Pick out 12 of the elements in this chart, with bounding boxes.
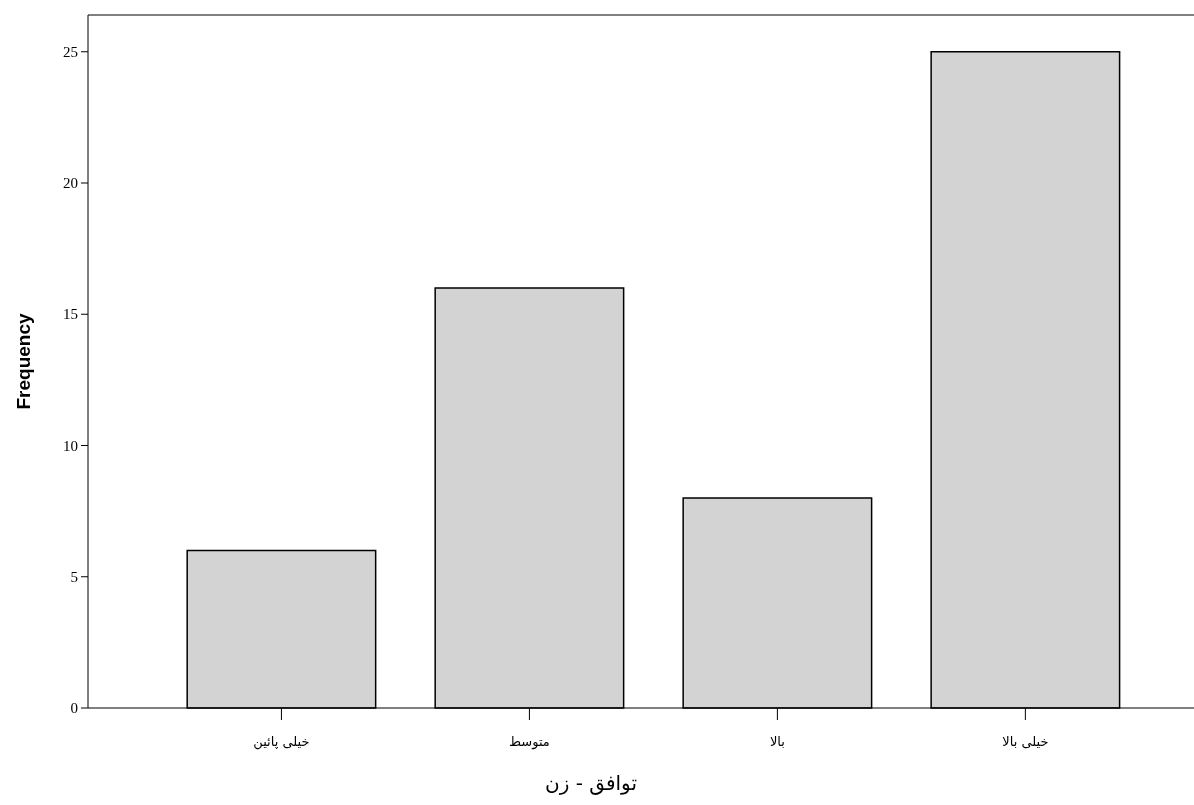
x-axis-title: توافق - زن (545, 771, 637, 795)
y-tick-label: 5 (70, 568, 78, 585)
x-tick-label: خیلی پائین (253, 734, 310, 750)
y-tick-label: 25 (63, 43, 78, 60)
y-tick-label: 15 (63, 306, 78, 323)
x-tick-label: خیلی بالا (1002, 734, 1049, 749)
y-tick-label: 10 (63, 437, 78, 454)
x-tick-label: متوسط (508, 734, 550, 750)
y-axis-title: Frequency (13, 313, 34, 410)
y-tick-label: 20 (63, 175, 78, 191)
y-tick-label: 0 (70, 700, 78, 716)
x-tick-label: بالا (769, 734, 785, 749)
